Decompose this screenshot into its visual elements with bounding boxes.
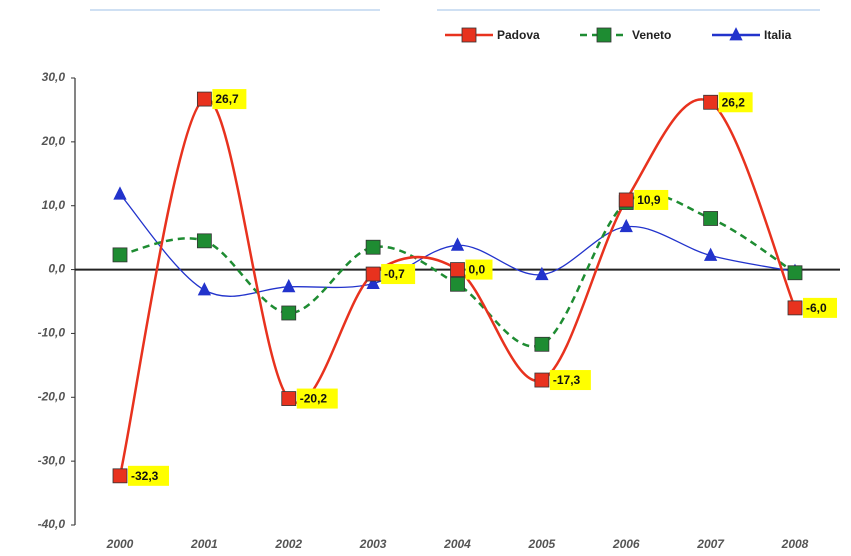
legend-label: Italia bbox=[764, 28, 792, 42]
x-tick-label: 2005 bbox=[528, 537, 556, 551]
x-tick-label: 2007 bbox=[696, 537, 725, 551]
x-tick-label: 2006 bbox=[612, 537, 640, 551]
data-label-box bbox=[296, 388, 338, 409]
data-point bbox=[196, 91, 212, 107]
data-point bbox=[112, 247, 128, 263]
x-tick-label: 2002 bbox=[274, 537, 302, 551]
data-point bbox=[450, 276, 465, 292]
legend-marker bbox=[596, 27, 612, 43]
data-point bbox=[703, 94, 719, 110]
data-label: 26,7 bbox=[215, 92, 239, 106]
data-label: -17,3 bbox=[553, 373, 581, 387]
data-point bbox=[112, 468, 128, 484]
data-point bbox=[113, 186, 127, 200]
data-point bbox=[365, 239, 381, 255]
data-label-box bbox=[634, 189, 669, 210]
data-label-box bbox=[803, 297, 837, 318]
data-label: -20,2 bbox=[300, 392, 328, 406]
data-label-box bbox=[718, 92, 753, 113]
data-point bbox=[281, 305, 297, 321]
data-point bbox=[282, 278, 296, 293]
data-label: -32,3 bbox=[131, 469, 159, 483]
y-tick-label: 30,0 bbox=[42, 70, 66, 84]
data-point bbox=[787, 265, 803, 281]
y-tick-label: 10,0 bbox=[42, 198, 66, 212]
y-tick-label: 0,0 bbox=[48, 262, 65, 276]
y-tick-label: 20,0 bbox=[41, 134, 66, 148]
x-tick-label: 2003 bbox=[359, 537, 387, 551]
data-point bbox=[366, 275, 380, 290]
x-tick-label: 2001 bbox=[190, 537, 218, 551]
data-point bbox=[535, 266, 549, 281]
x-tick-label: 2008 bbox=[781, 537, 809, 551]
data-point bbox=[619, 218, 633, 233]
data-point bbox=[196, 233, 212, 249]
data-label-box bbox=[549, 370, 591, 391]
data-point bbox=[281, 391, 297, 406]
data-point bbox=[534, 372, 550, 388]
data-label-box bbox=[465, 259, 493, 280]
data-point bbox=[618, 192, 634, 208]
legend-marker bbox=[729, 27, 743, 41]
data-label-box bbox=[212, 89, 247, 110]
data-point bbox=[703, 247, 718, 261]
y-tick-label: -10,0 bbox=[38, 326, 66, 340]
data-point bbox=[197, 282, 212, 296]
data-point bbox=[365, 266, 381, 282]
legend-label: Veneto bbox=[632, 28, 671, 42]
y-tick-label: -30,0 bbox=[38, 453, 66, 467]
data-point bbox=[534, 336, 550, 352]
data-point bbox=[703, 211, 719, 226]
x-tick-label: 2000 bbox=[106, 537, 134, 551]
data-label: 10,9 bbox=[637, 193, 661, 207]
data-label-box bbox=[128, 465, 169, 486]
data-label: 26,2 bbox=[722, 95, 746, 109]
x-tick-label: 2004 bbox=[443, 537, 471, 551]
data-label-box bbox=[381, 264, 416, 285]
data-point bbox=[787, 300, 803, 316]
legend-label: Padova bbox=[497, 28, 540, 42]
y-tick-label: -20,0 bbox=[38, 389, 66, 403]
data-point bbox=[450, 237, 465, 251]
y-tick-label: -40,0 bbox=[38, 517, 66, 531]
legend-marker bbox=[461, 27, 477, 43]
data-label: -6,0 bbox=[806, 301, 827, 315]
data-label: -0,7 bbox=[384, 267, 405, 281]
data-point bbox=[450, 262, 465, 277]
data-label: 0,0 bbox=[469, 263, 486, 277]
